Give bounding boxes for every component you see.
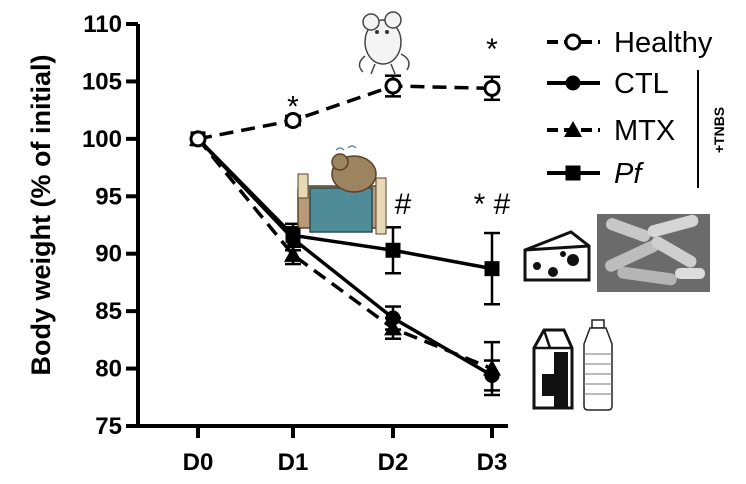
- bacteria-micrograph-icon: [597, 214, 710, 292]
- y-tick-label: 110: [83, 11, 122, 38]
- legend-marker: [565, 75, 581, 91]
- tnbs-bracket-label: +TNBS: [711, 107, 727, 153]
- legend-item-pf: Pf: [547, 158, 644, 190]
- data-point: [284, 111, 302, 129]
- legend-label: Pf: [614, 158, 644, 190]
- sick-mouse-icon: [297, 145, 387, 235]
- y-ticks: 75 80 85 90 95 100 105 110: [82, 11, 138, 440]
- data-point: [484, 261, 500, 277]
- legend-item-ctl: CTL: [547, 68, 669, 100]
- legend-item-mtx: MTX: [547, 115, 675, 147]
- data-point: [285, 231, 301, 247]
- data-point: [484, 367, 500, 383]
- legend-label: MTX: [614, 115, 675, 147]
- data-point: [189, 130, 207, 148]
- x-tick-label: D3: [477, 449, 508, 476]
- y-tick-label: 80: [95, 356, 122, 383]
- data-point: [483, 79, 501, 97]
- annotations: ** #** #: [287, 33, 511, 221]
- x-tick-label: D0: [183, 449, 214, 476]
- y-tick-label: 85: [95, 298, 122, 325]
- x-tick-label: D2: [378, 449, 409, 476]
- y-axis-title: Body weight (% of initial): [26, 55, 56, 376]
- x-tick-label: D1: [278, 449, 309, 476]
- legend-label: CTL: [614, 68, 669, 100]
- series-line: [196, 137, 493, 371]
- y-tick-label: 100: [82, 126, 122, 153]
- y-tick-label: 95: [95, 183, 122, 210]
- legend-marker: [564, 121, 582, 137]
- data-point: [385, 242, 401, 258]
- x-ticks: D0 D1 D2 D3: [183, 426, 508, 476]
- series-healthy: [189, 74, 501, 148]
- data-point: [384, 77, 402, 95]
- significance-label: * #: [474, 188, 511, 221]
- legend-marker: [564, 33, 582, 51]
- legend-item-healthy: Healthy: [547, 27, 713, 59]
- series-line: [196, 137, 493, 377]
- milk-carton-icon: [532, 328, 574, 410]
- series-line: [197, 84, 493, 141]
- y-tick-label: 75: [95, 413, 122, 440]
- significance-label: *: [287, 90, 299, 123]
- data-point: [284, 245, 302, 262]
- legend-marker: [565, 165, 581, 181]
- series-layer: [189, 74, 501, 397]
- data-point: [385, 310, 401, 326]
- significance-label: *: [486, 33, 498, 66]
- legend-label: Healthy: [614, 27, 713, 59]
- y-tick-label: 90: [95, 241, 122, 268]
- healthy-mouse-icon: [358, 11, 410, 75]
- legend: Healthy CTL MTX Pf: [547, 27, 713, 190]
- y-tick-label: 105: [82, 68, 122, 95]
- water-bottle-icon: [583, 319, 613, 411]
- cheese-icon: [523, 230, 591, 282]
